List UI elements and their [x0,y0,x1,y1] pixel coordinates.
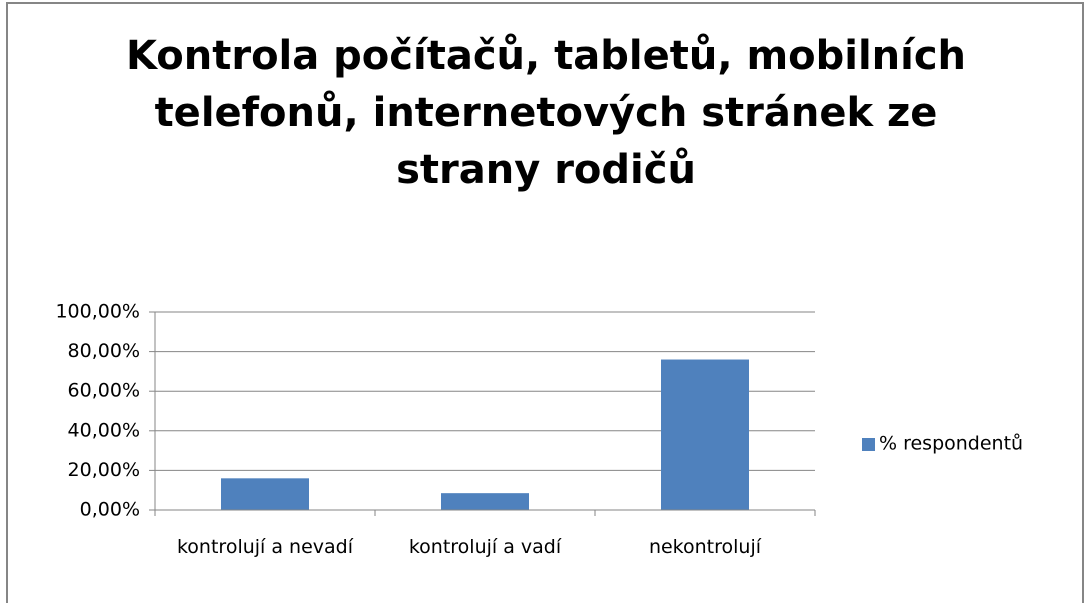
y-tick-label: 100,00% [55,301,140,323]
legend-swatch [862,438,875,451]
bar [221,478,309,510]
x-tick-label: kontrolují a vadí [408,536,562,558]
legend-label: % respondentů [879,433,1023,455]
y-tick-label: 80,00% [68,340,140,362]
x-tick-label: kontrolují a nevadí [176,536,354,558]
chart-title: Kontrola počítačů, tabletů, mobilních te… [125,33,967,193]
y-tick-label: 40,00% [68,419,140,441]
x-tick-label: nekontrolují [648,536,762,558]
bar [661,359,749,510]
bar [441,493,529,510]
y-tick-label: 60,00% [68,380,140,402]
y-tick-label: 0,00% [80,499,140,521]
chart-frame [6,2,1084,603]
y-tick-label: 20,00% [68,459,140,481]
